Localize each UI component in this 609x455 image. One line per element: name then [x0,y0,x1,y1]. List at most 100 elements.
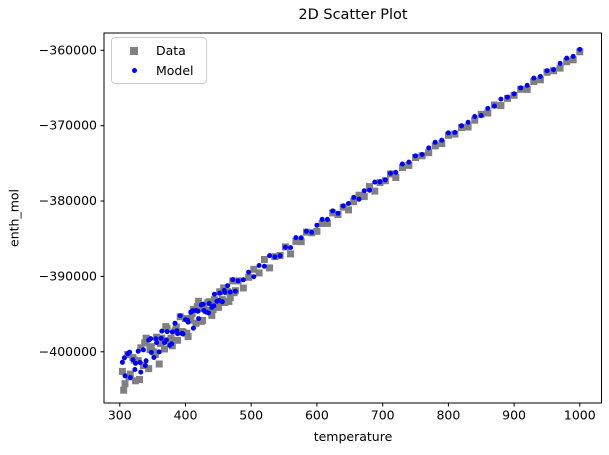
model-point [439,137,445,143]
legend-marker-data-icon [130,46,138,55]
model-point [230,277,236,283]
model-point [154,340,160,346]
legend-entry: Data [121,43,194,58]
y-tick-label: −380000 [39,193,97,208]
x-tick-label: 800 [436,408,460,423]
model-point [169,341,175,347]
data-point [355,191,363,199]
legend-label: Data [156,43,186,58]
data-point [398,164,406,171]
model-point [551,67,556,73]
model-point [340,203,346,209]
data-point [183,329,191,337]
data-point [266,264,274,272]
model-point [251,274,257,280]
model-point [367,187,372,193]
x-tick-label: 700 [371,408,395,423]
model-point [221,288,227,293]
model-point [140,347,146,353]
model-point [426,145,432,151]
model-point [335,210,341,216]
model-point [240,277,246,283]
data-point [360,193,368,201]
model-point [196,316,202,322]
plot-title: 2D Scatter Plot [298,7,408,23]
data-point [208,311,216,319]
data-point [118,367,126,375]
model-point [267,253,273,259]
model-point [557,60,563,66]
model-point [156,349,162,355]
model-point [356,196,362,202]
data-point [438,140,446,148]
model-point [148,349,154,355]
data-point [569,56,577,64]
model-point [246,269,252,275]
x-axis-label: temperature [313,429,393,444]
model-point [122,373,128,379]
data-point [193,303,201,310]
model-point [159,328,165,334]
data-point [226,294,234,302]
model-point [518,85,524,91]
model-point [225,283,231,289]
model-point [132,367,138,372]
model-point [261,263,267,269]
data-point [142,334,150,342]
model-point [452,129,458,135]
data-point [392,174,400,181]
x-tick-label: 900 [502,408,526,423]
model-point [277,253,283,259]
model-point [459,123,464,129]
model-point [511,91,517,97]
data-point [225,298,233,305]
model-point [190,325,196,331]
data-point [287,250,295,258]
data-point [120,386,128,394]
legend-swatch [121,46,147,55]
model-point [445,130,451,136]
model-point [206,310,211,316]
data-point [210,296,218,304]
legend-swatch [121,68,147,73]
model-point [314,222,320,228]
data-point [172,323,180,331]
data-point [136,376,143,383]
model-point [472,114,478,119]
data-point [134,357,142,365]
model-point [570,53,576,59]
model-point [179,330,185,336]
data-point [292,237,300,245]
data-point [255,269,263,277]
model-point [272,254,278,260]
axes-frame [103,32,602,404]
model-point [133,360,138,366]
model-point [382,177,388,183]
model-point [200,301,206,307]
model-point [491,103,497,109]
data-point [162,323,170,331]
model-point [324,216,330,222]
data-point [239,284,247,292]
model-point [406,159,412,165]
data-point [318,220,326,227]
data-point [464,123,472,131]
data-point [151,351,159,358]
data-point [174,336,182,344]
model-point [158,335,164,341]
model-point [413,153,418,159]
model-point [235,278,241,284]
model-point [174,328,180,334]
data-point [556,64,564,72]
data-point [245,273,253,281]
model-point [282,244,288,250]
model-point [127,375,133,380]
data-point [121,380,129,388]
model-point [303,228,309,234]
model-point [119,359,125,365]
data-point [323,219,331,227]
model-point [372,179,378,185]
model-point [524,82,530,88]
model-point [399,161,405,167]
legend-marker-model-icon [131,68,137,73]
